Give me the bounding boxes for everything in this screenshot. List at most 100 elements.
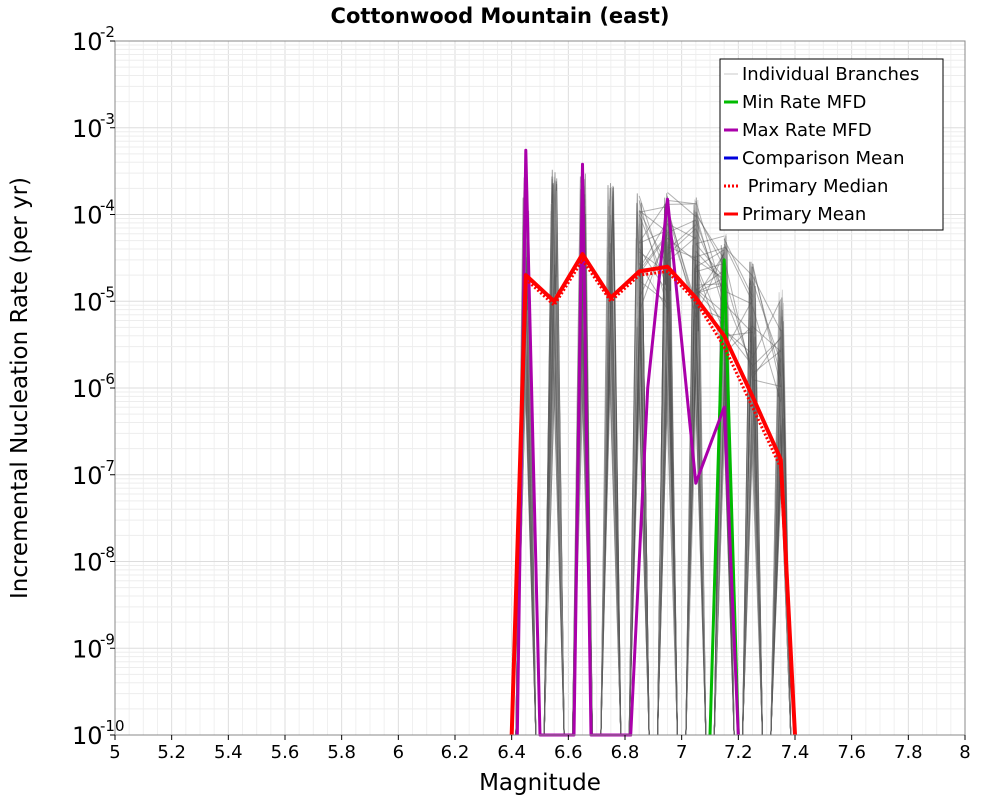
branch-line [752,337,782,367]
branch-line [723,243,753,303]
branch-line [695,249,725,268]
branch-line [695,284,725,294]
branch-line [695,288,725,314]
branch-line [752,306,782,403]
branch-line [695,247,725,258]
x-tick-label: 5.4 [214,742,243,763]
branch-line [695,289,725,323]
y-tick-exponent: -10 [100,717,125,735]
branch-line [695,306,725,320]
x-axis-label: Magnitude [479,770,601,796]
branch-line [752,299,782,359]
y-axis-label: Incremental Nucleation Rate (per yr) [7,177,33,599]
x-tick-label: 8 [959,742,970,763]
branch-line [695,251,725,283]
branch-line [695,243,725,279]
x-tick-label: 5.8 [327,742,356,763]
branch-line [667,192,697,217]
x-tick-label: 7.2 [724,742,753,763]
branch-line [752,281,782,363]
branch-line [723,275,753,373]
y-tick-label: 10 [72,462,103,490]
branch-line [695,253,725,298]
y-tick-exponent: -9 [100,630,115,648]
grid [114,41,966,736]
x-axis-ticks: 5 5.2 5.4 5.6 5.8 6 6.2 6.4 6.6 6.8 7 7.2 7.4 7.6 7.8 8 [109,735,971,763]
y-tick-exponent: -4 [100,197,115,215]
branch-line [695,277,725,294]
x-tick-label: 6.2 [441,742,470,763]
branch-line [695,283,725,286]
branch-line [695,211,725,268]
legend-label: Min Rate MFD [742,92,866,113]
branch-line [695,235,725,245]
legend-items: Individual Branches Min Rate MFD Max Rate … [724,64,919,225]
y-tick-exponent: -3 [100,110,115,128]
series-min-rate-mfd [708,258,740,736]
branch-line [695,259,725,280]
legend-label: Primary Mean [742,204,866,225]
x-tick-label: 7 [676,742,687,763]
branch-line [667,211,697,317]
branch-line [667,199,696,205]
legend-label: Max Rate MFD [742,120,872,141]
legend-label: Comparison Mean [742,148,905,169]
branch-line [695,201,725,298]
legend: Individual Branches Min Rate MFD Max Rate … [719,58,944,231]
series-primary-median [510,258,797,736]
legend-label: Primary Median [742,176,888,197]
branch-line [667,219,697,234]
branch-line [752,336,782,378]
branch-line [695,214,725,260]
y-tick-exponent: -6 [100,370,115,388]
branch-line [695,264,725,332]
x-tick-label: 6.6 [554,742,583,763]
branch-line [752,379,781,387]
branch-line [723,295,753,367]
y-tick-exponent: -7 [100,457,115,475]
branch-line [695,262,725,273]
branch-line [752,275,782,332]
y-tick-label: 10 [72,28,103,56]
x-tick-label: 6.8 [611,742,640,763]
y-tick-exponent: -8 [100,544,115,562]
y-tick-label: 10 [72,288,103,316]
x-tick-label: 7.4 [781,742,810,763]
x-tick-label: 5.2 [157,742,186,763]
branch-line [638,220,668,270]
series-primary-mean [509,252,797,736]
branch-line [724,331,753,337]
x-tick-label: 6.4 [497,742,526,763]
y-tick-label: 10 [72,722,103,750]
y-tick-label: 10 [72,115,103,143]
branch-line [695,228,725,294]
y-tick-label: 10 [72,549,103,577]
y-tick-label: 10 [72,375,103,403]
y-tick-label: 10 [72,202,103,230]
y-tick-exponent: -2 [100,23,115,41]
branch-line [667,223,697,239]
chart-title: Cottonwood Mountain (east) [331,4,670,28]
branch-line [695,269,725,291]
branch-line [752,350,782,374]
branch-line [667,203,696,205]
x-tick-label: 7.6 [837,742,866,763]
branch-line [639,205,668,213]
branch-line [695,214,725,312]
branch-line [723,246,753,277]
branch-line [752,326,782,352]
x-tick-label: 5.6 [271,742,300,763]
branch-line [667,210,697,304]
branch-line [752,266,782,377]
branch-line [638,200,668,243]
legend-box [719,58,944,231]
branch-line [723,328,753,366]
y-tick-exponent: -5 [100,283,115,301]
branch-line [723,303,753,334]
x-tick-label: 5 [109,742,120,763]
legend-label: Individual Branches [742,64,919,85]
branch-line [752,263,782,388]
